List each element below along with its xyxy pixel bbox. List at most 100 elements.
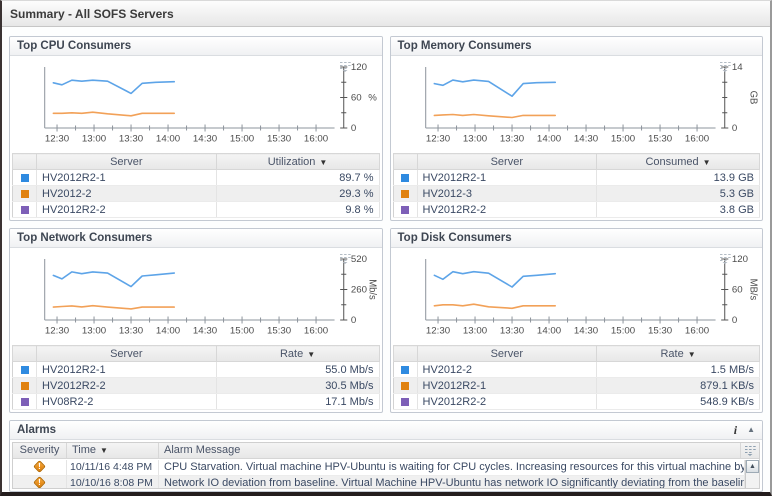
series-swatch-cell (393, 169, 418, 186)
server-name-cell[interactable]: HV2012-2 (417, 361, 598, 378)
value-cell: 29.3 % (216, 185, 380, 202)
column-header-server[interactable]: Server (416, 153, 598, 170)
table-options-icon[interactable] (744, 445, 757, 456)
table-row[interactable]: HV2012R2-2 548.9 KB/s (393, 393, 760, 410)
warning-severity-icon[interactable] (33, 476, 46, 488)
consumer-grid: Top CPU Consumers 12:30 13:00 13:30 14:00 14… (9, 36, 763, 413)
x-tick-label: 16:00 (684, 326, 708, 337)
table-row[interactable]: HV2012-2 29.3 % (12, 185, 380, 202)
table-row[interactable]: HV2012R2-2 30.5 Mb/s (12, 377, 380, 394)
panel-top-cpu-consumers: Top CPU Consumers 12:30 13:00 13:30 14:00 14… (9, 36, 383, 221)
value-cell: 30.5 Mb/s (216, 377, 380, 394)
y-tick-label: 120 (731, 254, 747, 265)
x-tick-label: 15:30 (267, 134, 291, 145)
x-tick-label: 15:00 (230, 326, 254, 337)
server-name-cell[interactable]: HV2012-2 (36, 185, 217, 202)
alarms-table-header: Severity Time ▼ Alarm Message (13, 443, 759, 459)
server-name-cell[interactable]: HV2012R2-2 (417, 393, 598, 410)
table-row[interactable]: HV2012R2-2 9.8 % (12, 201, 380, 218)
y-axis-unit-label: MB/s (747, 279, 758, 301)
table-row[interactable]: HV2012R2-1 13.9 GB (393, 169, 760, 186)
series-swatch-icon (401, 365, 409, 374)
column-header-severity[interactable]: Severity (13, 443, 67, 458)
chart-options-icon[interactable] (719, 61, 732, 72)
series-swatch-icon (20, 173, 29, 182)
value-cell: 9.8 % (216, 201, 380, 218)
value-cell: 89.7 % (216, 169, 380, 186)
column-header-value[interactable]: Utilization ▼ (215, 153, 380, 170)
memory-consumed-chart[interactable]: 12:30 13:00 13:30 14:00 14:30 15:00 15:30 16:00… (391, 56, 763, 153)
server-name-cell[interactable]: HV2012R2-2 (417, 201, 598, 218)
x-tick-label: 12:30 (425, 326, 449, 337)
series-line-HV2012R2-1 (433, 79, 556, 98)
cpu-utilization-chart[interactable]: 12:30 13:00 13:30 14:00 14:30 15:00 15:30 16:00… (10, 56, 382, 153)
table-row[interactable]: HV2012R2-2 3.8 GB (393, 201, 760, 218)
x-tick-label: 12:30 (45, 326, 69, 337)
column-header-value[interactable]: Rate ▼ (215, 345, 380, 362)
cpu-consumers-table: Server Utilization ▼ HV2012R2-1 89.7 % HV20… (12, 153, 380, 218)
x-tick-label: 16:00 (304, 326, 328, 337)
network-consumers-table: Server Rate ▼ HV2012R2-1 55.0 Mb/s HV2012R2… (12, 345, 380, 410)
collapse-icon[interactable]: ▲ (747, 425, 755, 434)
server-name-cell[interactable]: HV2012R2-1 (417, 169, 598, 186)
alarm-message-cell[interactable]: CPU Starvation. Virtual machine HPV-Ubun… (159, 460, 745, 476)
chart-options-icon[interactable] (339, 61, 352, 72)
table-row[interactable]: HV08R2-2 17.1 Mb/s (12, 393, 380, 410)
info-icon[interactable]: i (733, 423, 738, 437)
column-header-swatch (12, 153, 37, 170)
alarm-message-cell[interactable]: Network IO deviation from baseline. Virt… (159, 476, 745, 488)
server-name-cell[interactable]: HV2012R2-2 (36, 377, 217, 394)
chart-options-icon[interactable] (339, 253, 352, 264)
chart-area: 12:30 13:00 13:30 14:00 14:30 15:00 15:30 16:00… (391, 56, 763, 153)
server-name-cell[interactable]: HV08R2-2 (36, 393, 217, 410)
column-header-swatch (12, 345, 37, 362)
network-rate-chart[interactable]: 12:30 13:00 13:30 14:00 14:30 15:00 15:30 16:00… (10, 248, 382, 345)
y-tick-label: 0 (351, 123, 356, 134)
column-header-value[interactable]: Consumed ▼ (596, 153, 760, 170)
column-header-value[interactable]: Rate ▼ (596, 345, 760, 362)
column-header-alarm-message[interactable]: Alarm Message (159, 443, 741, 458)
column-header-server[interactable]: Server (416, 345, 598, 362)
value-cell: 1.5 MB/s (596, 361, 760, 378)
table-row[interactable]: HV2012R2-1 89.7 % (12, 169, 380, 186)
server-name-cell[interactable]: HV2012-3 (417, 185, 598, 202)
series-line-HV2012-2 (52, 111, 176, 117)
table-row[interactable]: HV2012R2-1 55.0 Mb/s (12, 361, 380, 378)
series-swatch-icon (20, 397, 29, 406)
table-row[interactable]: HV2012-2 1.5 MB/s (393, 361, 760, 378)
warning-severity-icon[interactable] (33, 460, 46, 473)
table-options-cell (741, 443, 759, 458)
x-tick-label: 14:30 (193, 326, 217, 337)
series-swatch-icon (401, 205, 409, 214)
series-swatch-icon (20, 365, 29, 374)
x-tick-label: 13:00 (82, 134, 106, 145)
column-header-time[interactable]: Time ▼ (67, 443, 159, 458)
x-tick-label: 14:30 (193, 134, 217, 145)
disk-rate-chart[interactable]: 12:30 13:00 13:30 14:00 14:30 15:00 15:30 16:00… (391, 248, 763, 345)
chart-area: 12:30 13:00 13:30 14:00 14:30 15:00 15:30 16:00… (10, 56, 382, 153)
disk-consumers-table: Server Rate ▼ HV2012-2 1.5 MB/s HV2012R2-1 8… (392, 345, 760, 410)
column-header-server[interactable]: Server (36, 345, 217, 362)
series-line-HV2012-3 (433, 113, 556, 119)
column-header-server[interactable]: Server (36, 153, 217, 170)
x-tick-label: 15:30 (647, 134, 671, 145)
server-name-cell[interactable]: HV2012R2-1 (36, 361, 217, 378)
series-swatch-cell (12, 393, 37, 410)
table-row[interactable]: HV2012R2-1 879.1 KB/s (393, 377, 760, 394)
server-name-cell[interactable]: HV2012R2-2 (36, 201, 217, 218)
table-row[interactable]: HV2012-3 5.3 GB (393, 185, 760, 202)
value-cell: 5.3 GB (596, 185, 760, 202)
panel-header: Top Network Consumers (10, 229, 382, 248)
server-name-cell[interactable]: HV2012R2-1 (417, 377, 598, 394)
panel-title: Top Network Consumers (17, 232, 153, 244)
vertical-scrollbar[interactable]: ▲ (745, 460, 759, 488)
server-name-cell[interactable]: HV2012R2-1 (36, 169, 217, 186)
chart-options-icon[interactable] (719, 253, 732, 264)
sort-descending-icon: ▼ (100, 446, 108, 455)
x-tick-label: 16:00 (304, 134, 328, 145)
scroll-up-button[interactable]: ▲ (746, 460, 759, 473)
series-line-HV2012R2-1 (433, 303, 556, 310)
